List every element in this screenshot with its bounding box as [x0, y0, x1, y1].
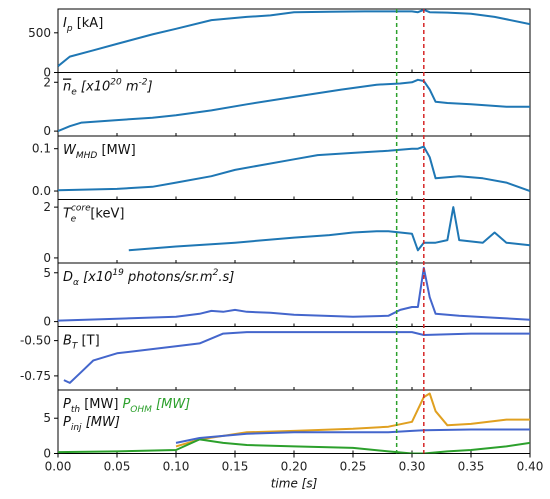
series-line [58, 145, 530, 192]
y-tick-label: 5 [43, 266, 51, 280]
y-tick-label: 2 [43, 200, 51, 214]
series-group [58, 266, 530, 322]
series-line [63, 331, 530, 384]
x-tick-label: 0.20 [281, 460, 308, 474]
panel-4: 0 5 Dα [x1019 photons/sr.m2.s] [43, 262, 531, 329]
panel-label: Ip [kA] [63, 16, 103, 34]
y-tick-label: 5 [43, 411, 51, 425]
y-tick-label: 2 [43, 75, 51, 89]
panel-label: Pth [MW] POHM [MW] [63, 397, 190, 415]
panel-2: 0.0 0.1 WMHD [MW] [32, 135, 531, 200]
x-tick-label: 0.25 [340, 460, 367, 474]
x-tick-label: 0.05 [104, 460, 131, 474]
x-tick-label: 0.10 [163, 460, 190, 474]
series-line [58, 266, 530, 322]
panel-6: 0 5 Pth [MW] POHM [MW]Pinj [MW] [43, 389, 531, 461]
x-axis: 0.00 0.05 0.10 0.15 0.20 0.25 0.30 0.35 0.40 [45, 453, 544, 474]
y-tick-label: 0 [43, 447, 51, 461]
panel-label-inj: Pinj [MW] [63, 415, 120, 433]
x-tick-label: 0.00 [45, 460, 72, 474]
panel-label: Tcore e [keV] [63, 204, 124, 225]
series-line [175, 428, 530, 444]
series-line [58, 78, 530, 133]
panel-frame [57, 199, 531, 264]
x-tick-label: 0.40 [517, 460, 544, 474]
y-tick-label: 0 [43, 66, 51, 80]
y-tick-label: 0.0 [32, 184, 51, 198]
y-tick-label: 500 [28, 26, 51, 40]
series-group [58, 78, 530, 133]
panel-label: WMHD [MW] [63, 143, 136, 161]
panel-frame [57, 326, 531, 391]
y-tick-label: 0.1 [32, 142, 51, 156]
x-axis-label: time [s] [271, 477, 318, 491]
panel-frame [57, 389, 531, 454]
panel-1: 0 2 ne [x1020 m-2] [43, 72, 531, 138]
panel-frame [57, 135, 531, 200]
panel-0: 0 500 Ip [kA] [28, 8, 531, 80]
y-tick-label: 0 [43, 124, 51, 138]
panel-frame [57, 72, 531, 137]
y-tick-label: -0.50 [20, 334, 51, 348]
x-tick-label: 0.15 [222, 460, 249, 474]
panel-label: ne [x1020 m-2] [63, 78, 153, 98]
series-group [63, 331, 530, 384]
series-line [58, 9, 530, 67]
series-line [128, 206, 530, 252]
series-group [128, 206, 530, 252]
series-group [58, 145, 530, 192]
panel-label: BT [T] [63, 334, 100, 352]
panel-label: Dα [x1019 photons/sr.m2.s] [63, 268, 234, 288]
y-tick-label: 0 [43, 251, 51, 265]
panel-3: 0 2 Tcore e [keV] [43, 199, 531, 265]
series-group [58, 9, 530, 67]
y-tick-label: -0.75 [20, 369, 51, 383]
panel-frame [57, 8, 531, 73]
x-tick-label: 0.30 [399, 460, 426, 474]
y-tick-label: 0 [43, 315, 51, 329]
series-group [58, 392, 530, 454]
panel-5: -0.50 -0.75 BT [T] [20, 326, 531, 391]
series-line [58, 438, 530, 454]
x-tick-label: 0.35 [458, 460, 485, 474]
